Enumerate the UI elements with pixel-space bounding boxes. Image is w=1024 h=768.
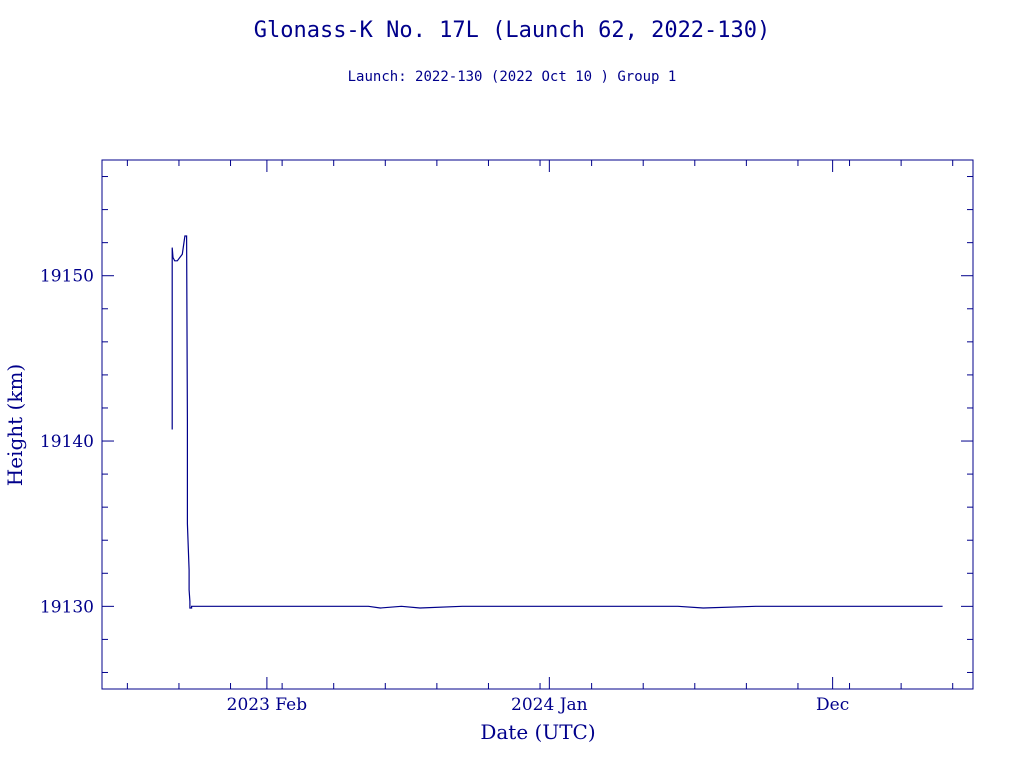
x-tick-labels: 2023 Feb 2024 Jan Dec [227,695,850,715]
y-tick-label: 19150 [40,267,94,287]
x-axis-label: Date (UTC) [480,720,595,744]
y-tick-labels: 19130 19140 19150 [40,267,94,618]
y-tick-label: 19130 [40,597,94,617]
y-axis-label: Height (km) [3,364,27,486]
plot-frame [101,159,974,690]
y-tick-label: 19140 [40,432,94,452]
x-tick-label: 2024 Jan [511,695,588,715]
chart-title: Glonass-K No. 17L (Launch 62, 2022-130) [254,18,771,43]
x-tick-label: 2023 Feb [227,695,308,715]
x-tick-label: Dec [816,695,849,715]
chart-subtitle: Launch: 2022-130 (2022 Oct 10 ) Group 1 [348,69,677,85]
axis-ticks [102,160,973,689]
height-series-line [171,235,943,609]
